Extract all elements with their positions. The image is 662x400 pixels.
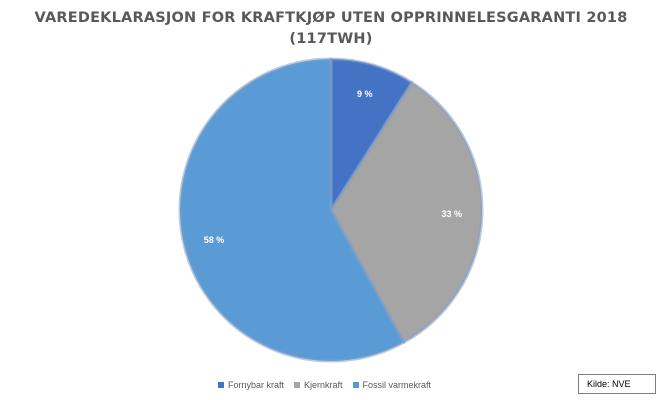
chart-legend: Fornybar kraft Kjernkraft Fossil varmekr… <box>218 380 441 390</box>
legend-item-kjernkraft: Kjernkraft <box>294 380 343 390</box>
legend-item-fossil: Fossil varmekraft <box>352 380 432 390</box>
legend-swatch-kjernkraft <box>294 382 301 388</box>
legend-label-kjernkraft: Kjernkraft <box>304 380 343 390</box>
legend-label-fornybar: Fornybar kraft <box>228 380 285 390</box>
legend-item-fornybar: Fornybar kraft <box>218 380 284 390</box>
legend-label-fossil: Fossil varmekraft <box>362 380 432 390</box>
slice-label-fornybar: 9 % <box>357 89 373 99</box>
chart-title-line-1: VAREDEKLARASJON FOR KRAFTKJØP UTEN OPPRI… <box>34 10 628 26</box>
source-note: Kilde: NVE <box>578 374 656 394</box>
legend-swatch-fornybar <box>218 382 224 388</box>
slice-label-fossil: 58 % <box>204 235 225 245</box>
pie-slice-fossil <box>178 57 406 363</box>
chart-title-line-2: (117TWH) <box>289 31 373 47</box>
pie-slice-fornybar <box>329 57 414 212</box>
slice-label-kjernkraft: 33 % <box>441 209 462 219</box>
legend-swatch-fossil <box>352 382 359 388</box>
